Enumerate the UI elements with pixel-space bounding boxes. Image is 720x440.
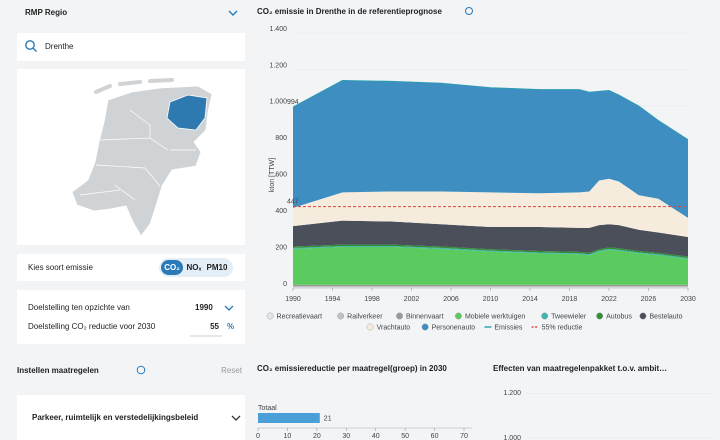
area [293, 220, 688, 257]
legend-marker [396, 312, 403, 320]
map [71, 78, 213, 237]
map-islands [94, 78, 174, 94]
y-axis-label: kton [TTW] [269, 158, 276, 192]
chevron[interactable] [224, 305, 234, 311]
y-tick-label: 0 [283, 281, 287, 288]
x-tick-label: 70 [460, 433, 468, 440]
y-tick-label: 600 [275, 172, 287, 179]
area [293, 178, 688, 237]
legend-label: 55% reductie [542, 324, 583, 331]
x-tick-label: 2002 [404, 296, 420, 303]
chart-title: CO₂ emissiereductie per maatregel(groep)… [257, 364, 447, 373]
chevron[interactable] [231, 415, 241, 421]
x-tick-label: 1998 [364, 296, 380, 303]
x-tick-label: 40 [372, 433, 380, 440]
legend-label: Emissies [494, 324, 523, 331]
info-icon[interactable] [465, 7, 473, 15]
legend-label: Autobus [606, 313, 632, 320]
x-tick-label: 2022 [601, 296, 617, 303]
search-icon [25, 40, 35, 50]
search-text[interactable]: Drenthe [45, 42, 74, 51]
legend-marker [455, 312, 462, 320]
y-tick-label: 1.200 [269, 62, 287, 69]
category-label: Totaal [258, 405, 277, 412]
target-panel [17, 290, 245, 344]
legend-label: Railverkeer [347, 313, 383, 320]
x-tick-label: 50 [401, 433, 409, 440]
legend-marker [266, 312, 274, 320]
target-year-label: Doelstelling ten opzichte van [28, 303, 130, 312]
legend-marker [541, 312, 549, 320]
x-tick-label: 0 [256, 433, 260, 440]
x-tick-label: 30 [342, 433, 350, 440]
search-icon [32, 47, 37, 52]
region-dropdown[interactable]: RMP Regio [25, 8, 67, 17]
emission-option[interactable]: CO₂ [164, 263, 180, 272]
legend-label: Bestelauto [649, 313, 682, 320]
measures-title: Instellen maatregelen [17, 366, 99, 375]
map-borders [79, 109, 196, 201]
x-tick-label: 20 [313, 433, 321, 440]
accordion-title[interactable]: Parkeer, ruimtelijk en verstedelijkingsb… [32, 413, 198, 422]
reset-button[interactable]: Reset [221, 366, 243, 375]
y-tick-label: 1.000 [269, 99, 287, 106]
chevron[interactable] [228, 10, 238, 16]
x-tick-label: 10 [284, 433, 292, 440]
x-tick-label: 1994 [325, 296, 341, 303]
area [293, 244, 688, 258]
area [293, 80, 688, 218]
legend-marker [421, 323, 429, 331]
target-year[interactable]: 1990 [195, 303, 213, 312]
annotation: 447 [287, 198, 299, 205]
line [292, 79, 689, 140]
chart-title: Effecten van maatregelenpakket t.o.v. am… [493, 364, 667, 373]
legend-label: Tweewieler [551, 313, 587, 320]
emission-option[interactable]: PM10 [207, 263, 228, 272]
x-tick-label: 2018 [562, 296, 578, 303]
legend-label: Recreatievaart [277, 313, 323, 320]
x-tick-label: 2006 [443, 296, 459, 303]
map-drenthe[interactable] [166, 94, 208, 131]
emission-label: Kies soort emissie [28, 263, 93, 272]
x-tick-label: 2010 [483, 296, 499, 303]
y-tick-label: 1.200 [503, 390, 521, 397]
y-tick-label: 400 [275, 208, 287, 215]
legend-marker [639, 312, 647, 320]
search-box[interactable] [17, 33, 245, 61]
area [293, 284, 688, 287]
legend-label: Mobiele werktuigen [465, 313, 525, 320]
emission-selected [161, 260, 183, 275]
reduction-value[interactable]: 55 [210, 322, 219, 331]
y-tick-label: 1.400 [269, 26, 287, 33]
info-icon[interactable] [136, 365, 146, 375]
x-tick-label: 2026 [641, 296, 657, 303]
value-label: 21 [324, 415, 332, 422]
bar [258, 413, 320, 423]
x-tick-label: 60 [431, 433, 439, 440]
emission-option[interactable]: NOₓ [187, 263, 202, 272]
legend-label: Personenauto [432, 324, 476, 331]
legend-marker [337, 312, 345, 320]
x-tick-label: 2014 [522, 296, 538, 303]
annotation: 994 [287, 99, 299, 106]
area [293, 247, 688, 285]
y-tick-label: 800 [275, 135, 287, 142]
legend-label: Vrachtauto [377, 324, 411, 331]
reduction-label: Doelstelling CO₂ reductie voor 2030 [28, 322, 156, 331]
chart-title: CO₂ emissie in Drenthe in de referentiep… [257, 7, 442, 16]
legend-marker [596, 312, 604, 320]
reduction-unit: % [227, 322, 234, 331]
accordion[interactable] [17, 395, 245, 440]
y-tick-label: 1.000 [503, 435, 521, 440]
legend-label: Binnenvaart [406, 313, 443, 320]
legend-marker [366, 323, 374, 331]
x-tick-label: 2030 [680, 296, 696, 303]
area [293, 286, 688, 287]
y-tick-label: 200 [275, 244, 287, 251]
x-tick-label: 1990 [285, 296, 301, 303]
